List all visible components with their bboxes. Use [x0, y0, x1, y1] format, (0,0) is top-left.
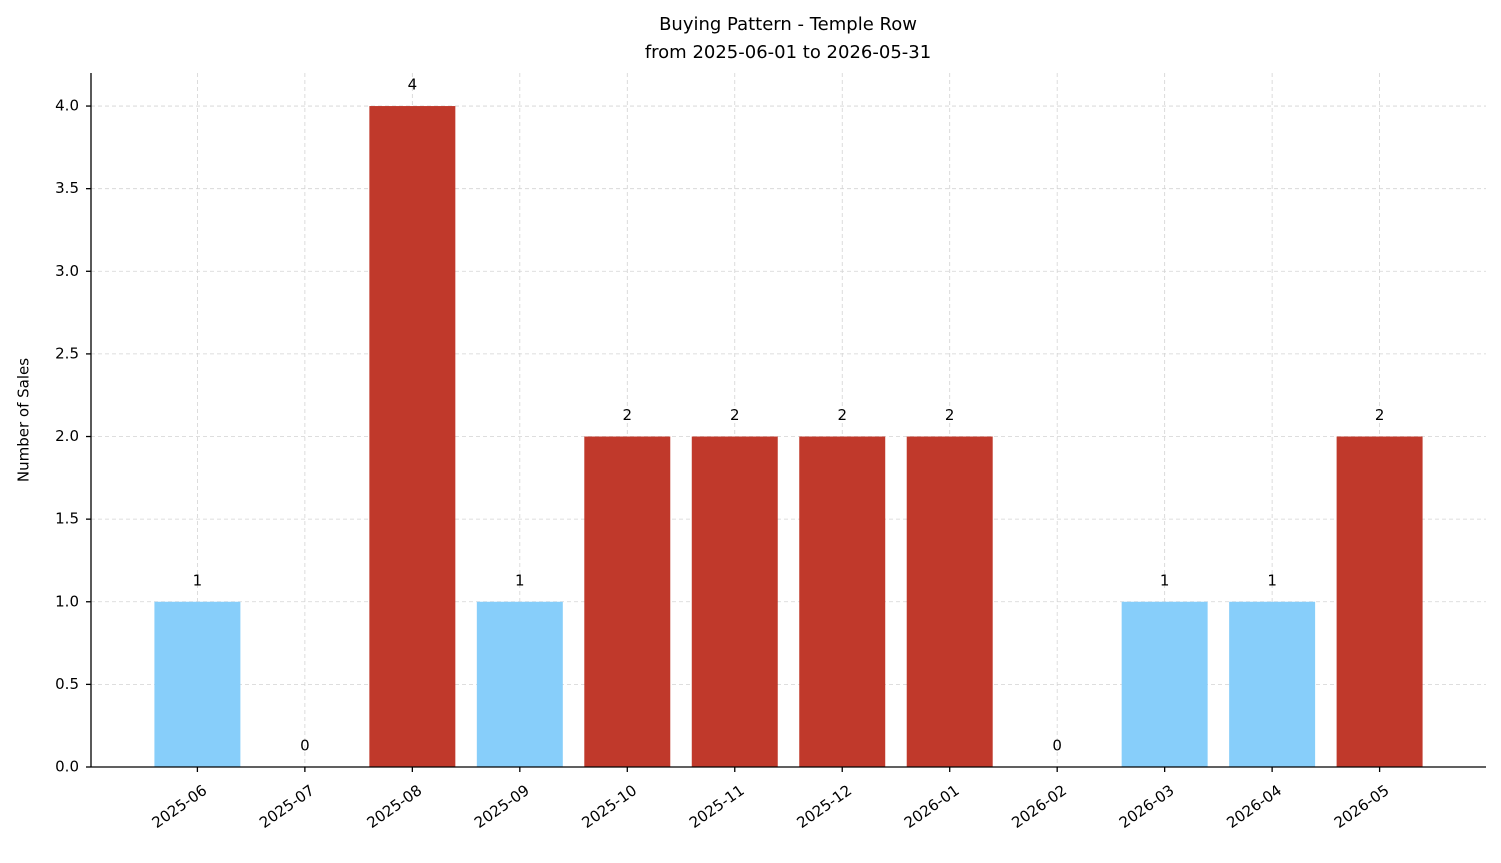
chart-subtitle: from 2025-06-01 to 2026-05-31 [645, 42, 931, 63]
bar [1336, 436, 1423, 767]
value-label: 2 [1375, 406, 1385, 424]
y-tick-label: 3.0 [55, 262, 79, 280]
grid [91, 73, 1486, 768]
value-label: 1 [1267, 571, 1277, 589]
value-label: 2 [623, 406, 633, 424]
value-label: 1 [1160, 571, 1170, 589]
y-axis-label: Number of Sales [15, 358, 33, 482]
bar [799, 436, 886, 767]
x-tick-label: 2026-03 [1116, 781, 1178, 832]
y-tick-label: 2.0 [55, 427, 79, 445]
value-label: 0 [300, 737, 310, 755]
bar [691, 436, 778, 767]
value-label: 2 [837, 406, 847, 424]
value-label: 1 [515, 571, 525, 589]
x-tick-label: 2025-06 [149, 781, 211, 832]
x-tick-label: 2025-10 [578, 781, 640, 832]
y-tick-label: 0.5 [55, 675, 79, 693]
value-label: 1 [193, 571, 203, 589]
bar [154, 601, 241, 767]
y-tick-label: 1.5 [55, 510, 79, 528]
x-tick-label: 2025-11 [686, 781, 748, 832]
x-tick-label: 2026-04 [1223, 781, 1285, 832]
x-tick-label: 2025-08 [364, 781, 426, 832]
y-tick-label: 0.0 [55, 758, 79, 776]
x-tick-label: 2026-02 [1008, 781, 1070, 832]
plot: 1 0 4 1 2 2 2 2 0 1 1 2 [154, 76, 1423, 768]
y-tick-label: 2.5 [55, 344, 79, 362]
value-label: 2 [730, 406, 740, 424]
y-tick-label: 4.0 [55, 97, 79, 115]
bar [906, 436, 993, 767]
x-tick-label: 2025-09 [471, 781, 533, 832]
bar [369, 106, 456, 768]
x-tick-label: 2025-12 [793, 781, 855, 832]
bar [1229, 601, 1316, 767]
bar [476, 601, 563, 767]
x-tick-label: 2026-05 [1331, 781, 1393, 832]
x-tick-label: 2025-07 [256, 781, 318, 832]
y-tick-label: 3.5 [55, 179, 79, 197]
value-label: 0 [1052, 737, 1062, 755]
chart-title: Buying Pattern - Temple Row [659, 14, 917, 35]
bar [1121, 601, 1208, 767]
bar [584, 436, 671, 767]
y-tick-label: 1.0 [55, 592, 79, 610]
value-label: 2 [945, 406, 955, 424]
value-label: 4 [408, 76, 418, 94]
x-tick-label: 2026-01 [901, 781, 963, 832]
